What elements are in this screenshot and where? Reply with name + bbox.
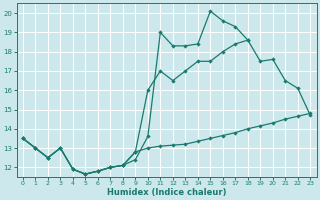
X-axis label: Humidex (Indice chaleur): Humidex (Indice chaleur) [107, 188, 226, 197]
